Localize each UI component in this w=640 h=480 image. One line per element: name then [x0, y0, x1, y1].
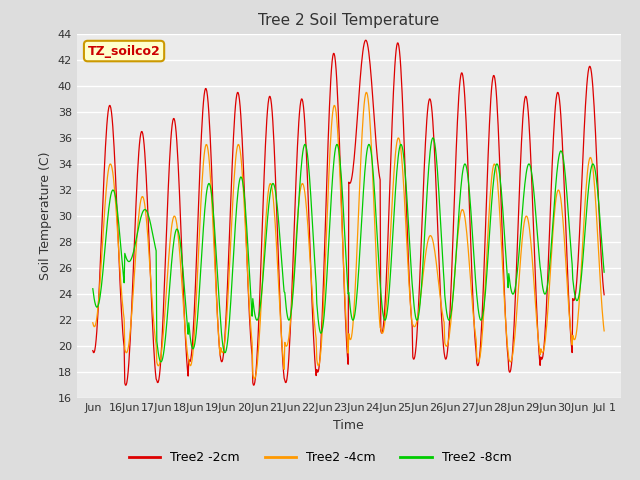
- Tree2 -4cm: [250, 376, 258, 382]
- Tree2 -4cm: [288, 297, 296, 303]
- Tree2 -8cm: [402, 174, 410, 180]
- Tree2 -8cm: [244, 237, 252, 242]
- Text: TZ_soilco2: TZ_soilco2: [88, 45, 161, 58]
- Y-axis label: Soil Temperature (C): Soil Temperature (C): [39, 152, 52, 280]
- Tree2 -8cm: [157, 359, 164, 365]
- Tree2 -2cm: [244, 268, 252, 274]
- Tree2 -4cm: [403, 228, 410, 233]
- Tree2 -2cm: [122, 382, 129, 388]
- Tree2 -8cm: [429, 135, 436, 141]
- Tree2 -4cm: [149, 307, 157, 313]
- Tree2 -2cm: [600, 292, 608, 298]
- Tree2 -2cm: [288, 282, 296, 288]
- Line: Tree2 -8cm: Tree2 -8cm: [93, 138, 604, 362]
- Tree2 -4cm: [89, 320, 97, 325]
- Tree2 -8cm: [149, 232, 157, 238]
- Tree2 -4cm: [600, 328, 608, 334]
- Tree2 -2cm: [150, 340, 157, 346]
- Tree2 -8cm: [269, 180, 276, 186]
- Tree2 -8cm: [288, 301, 296, 307]
- Tree2 -2cm: [269, 118, 276, 124]
- Tree2 -4cm: [269, 191, 276, 197]
- Tree2 -2cm: [431, 155, 438, 160]
- Tree2 -2cm: [362, 37, 369, 43]
- Tree2 -2cm: [403, 196, 410, 202]
- Tree2 -4cm: [431, 249, 438, 254]
- X-axis label: Time: Time: [333, 419, 364, 432]
- Line: Tree2 -4cm: Tree2 -4cm: [93, 92, 604, 379]
- Tree2 -4cm: [243, 254, 251, 260]
- Title: Tree 2 Soil Temperature: Tree 2 Soil Temperature: [258, 13, 440, 28]
- Legend: Tree2 -2cm, Tree2 -4cm, Tree2 -8cm: Tree2 -2cm, Tree2 -4cm, Tree2 -8cm: [124, 446, 516, 469]
- Tree2 -2cm: [89, 348, 97, 353]
- Tree2 -4cm: [362, 89, 370, 95]
- Tree2 -8cm: [600, 269, 608, 275]
- Tree2 -8cm: [89, 286, 97, 291]
- Line: Tree2 -2cm: Tree2 -2cm: [93, 40, 604, 385]
- Tree2 -8cm: [431, 141, 438, 146]
